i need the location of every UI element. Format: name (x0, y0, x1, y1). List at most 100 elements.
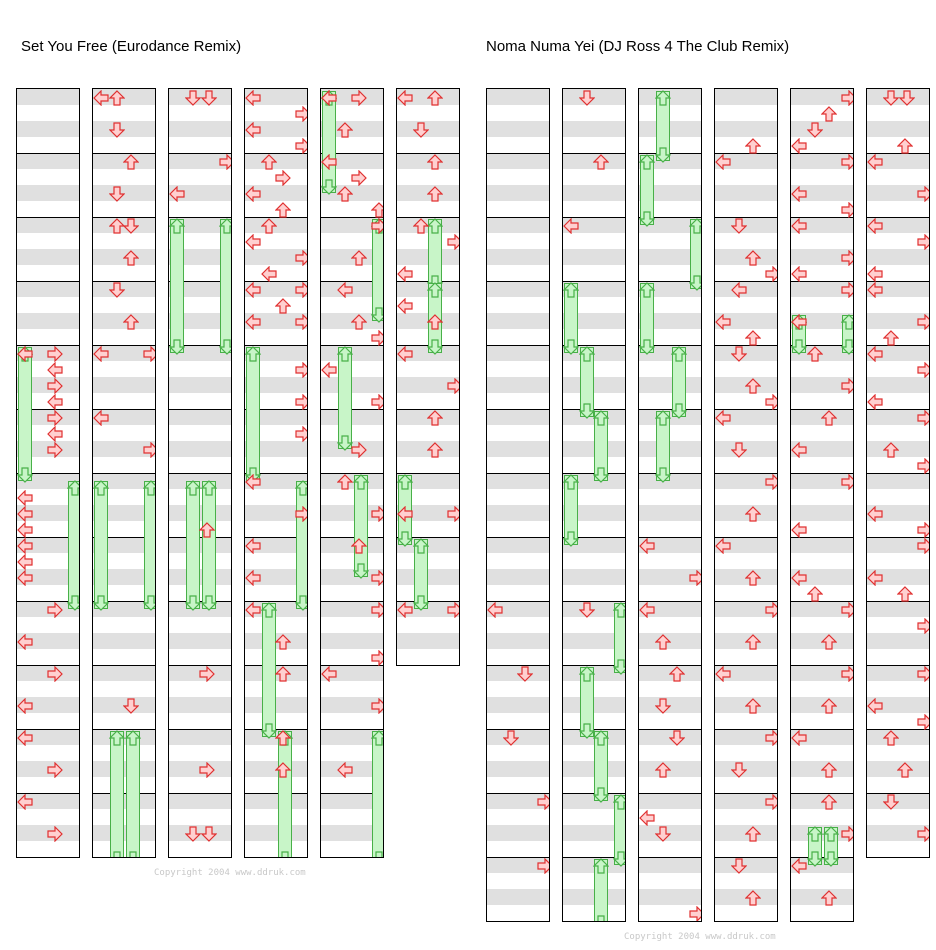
arrow-right-icon (47, 826, 63, 842)
arrow-right-icon (199, 666, 215, 682)
arrow-up-icon (883, 730, 899, 746)
arrow-down-icon (413, 594, 429, 611)
hold-bar (246, 347, 260, 481)
measure-line (93, 729, 155, 730)
copyright-right: Copyright 2004 www.ddruk.com (624, 932, 776, 942)
measure-line (639, 345, 701, 346)
measure-line (487, 793, 549, 794)
measure-line (791, 729, 853, 730)
arrow-left-icon (867, 570, 883, 586)
arrow-up-icon (199, 522, 215, 538)
arrow-up-icon (669, 666, 685, 682)
arrow-right-icon (841, 602, 853, 618)
arrow-left-icon (245, 314, 261, 330)
measure-line (93, 537, 155, 538)
arrow-down-icon (613, 850, 625, 867)
chart-right-title: Noma Numa Yei (DJ Ross 4 The Club Remix) (486, 38, 790, 55)
arrow-right-icon (841, 250, 853, 266)
hold-bar (202, 481, 216, 609)
arrow-right-icon (295, 394, 307, 410)
measure-line (169, 537, 231, 538)
arrow-up-icon (413, 218, 429, 234)
arrow-up-icon (655, 410, 671, 426)
measure-line (17, 601, 79, 602)
measure-line (245, 601, 307, 602)
arrow-left-icon (791, 186, 807, 202)
arrow-left-icon (245, 538, 261, 554)
chart-column (320, 88, 384, 858)
measure-line (321, 345, 383, 346)
arrow-up-icon (745, 890, 761, 906)
chart-column (790, 88, 854, 922)
hold-bar (220, 219, 231, 353)
arrow-down-icon (807, 850, 823, 867)
arrow-left-icon (17, 698, 33, 714)
chart-column (168, 88, 232, 858)
arrow-right-icon (447, 234, 459, 250)
measure-line (715, 665, 777, 666)
arrow-left-icon (47, 362, 63, 378)
arrow-left-icon (17, 554, 33, 570)
arrow-up-icon (371, 730, 383, 746)
arrow-down-icon (563, 530, 579, 547)
measure-line (867, 729, 929, 730)
arrow-left-icon (321, 666, 337, 682)
measure-line (169, 409, 231, 410)
arrow-left-icon (93, 346, 109, 362)
measure-line (639, 601, 701, 602)
arrow-up-icon (427, 90, 443, 106)
arrow-right-icon (295, 314, 307, 330)
arrow-right-icon (917, 618, 929, 634)
arrow-right-icon (47, 410, 63, 426)
arrow-up-icon (275, 730, 291, 746)
arrow-up-icon (295, 480, 307, 496)
measure-line (93, 793, 155, 794)
arrow-down-icon (427, 338, 443, 355)
arrow-up-icon (807, 826, 823, 842)
arrow-right-icon (841, 154, 853, 170)
arrow-up-icon (613, 602, 625, 618)
arrow-up-icon (563, 474, 579, 490)
arrow-left-icon (245, 570, 261, 586)
measure-line (93, 601, 155, 602)
measure-line (321, 793, 383, 794)
measure-line (715, 857, 777, 858)
measure-line (397, 153, 459, 154)
arrow-right-icon (841, 378, 853, 394)
arrow-down-icon (639, 338, 655, 355)
measure-line (563, 729, 625, 730)
arrow-up-icon (821, 794, 837, 810)
arrow-right-icon (765, 474, 777, 490)
measure-line (17, 217, 79, 218)
measure-line (867, 217, 929, 218)
arrow-left-icon (731, 282, 747, 298)
measure-line (321, 537, 383, 538)
arrow-right-icon (447, 378, 459, 394)
measure-line (791, 345, 853, 346)
hold-bar (110, 731, 124, 857)
arrow-down-icon (261, 722, 277, 739)
arrow-right-icon (917, 826, 929, 842)
arrow-down-icon (655, 146, 671, 163)
arrow-right-icon (371, 570, 383, 586)
arrow-left-icon (715, 410, 731, 426)
arrow-up-icon (261, 602, 277, 618)
hold-bar (94, 481, 108, 609)
arrow-down-icon (823, 850, 839, 867)
arrow-left-icon (245, 90, 261, 106)
arrow-left-icon (487, 602, 503, 618)
arrow-down-icon (17, 466, 33, 483)
measure-line (715, 537, 777, 538)
arrow-left-icon (337, 282, 353, 298)
arrow-down-icon (337, 434, 353, 451)
arrow-up-icon (109, 90, 125, 106)
measure-line (321, 729, 383, 730)
measure-line (639, 473, 701, 474)
arrow-up-icon (397, 474, 413, 490)
arrow-down-icon (143, 594, 155, 611)
measure-line (17, 473, 79, 474)
measure-line (791, 857, 853, 858)
arrow-right-icon (47, 666, 63, 682)
chart-column (486, 88, 550, 922)
arrow-up-icon (427, 442, 443, 458)
